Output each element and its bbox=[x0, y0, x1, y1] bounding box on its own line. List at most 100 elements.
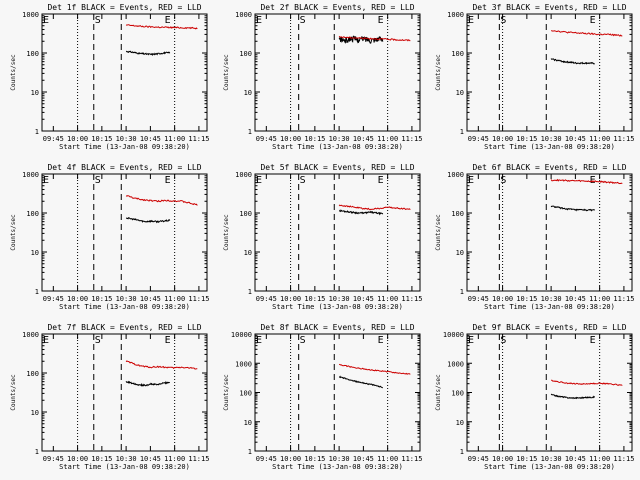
x-tick-label: 10:15 bbox=[304, 135, 325, 143]
marker-label-left: E bbox=[43, 175, 49, 186]
y-tick-label: 100 bbox=[451, 390, 464, 398]
series-events-line bbox=[550, 58, 595, 65]
y-tick-label: 1 bbox=[248, 448, 252, 456]
y-tick-label: 10 bbox=[31, 409, 39, 417]
panel-3: Det 3f BLACK = Events, RED = LLD 1 10 100 10… bbox=[435, 3, 634, 151]
plot-frame bbox=[254, 13, 421, 132]
y-tick-label: 100 bbox=[26, 50, 39, 58]
x-tick-label: 11:00 bbox=[377, 135, 398, 143]
y-axis-label: Counts/sec bbox=[10, 374, 17, 411]
x-tick-label: 11:00 bbox=[164, 295, 185, 303]
x-tick-label: 09:45 bbox=[256, 455, 277, 463]
x-tick-label: 10:30 bbox=[116, 295, 137, 303]
y-axis-label: Counts/sec bbox=[435, 54, 442, 91]
series-events-line bbox=[338, 375, 383, 389]
marker-label-start: S bbox=[95, 175, 101, 186]
x-tick-label: 10:00 bbox=[67, 295, 88, 303]
marker-label-start: S bbox=[300, 175, 306, 186]
y-tick-label: 1 bbox=[248, 128, 252, 136]
x-tick-label: 10:30 bbox=[329, 455, 350, 463]
series-events-line bbox=[550, 205, 596, 212]
marker-label-left: E bbox=[256, 175, 262, 186]
panel-title: Det 7f BLACK = Events, RED = LLD bbox=[47, 323, 201, 332]
x-axis-label: Start Time (13-Jan-08 09:38:20) bbox=[272, 463, 403, 471]
panel-title: Det 9f BLACK = Events, RED = LLD bbox=[472, 323, 626, 332]
marker-label-start: S bbox=[500, 335, 506, 346]
y-tick-label: 100 bbox=[239, 390, 252, 398]
y-axis-label: Counts/sec bbox=[223, 54, 230, 91]
y-tick-label: 1000 bbox=[235, 171, 252, 179]
plot-frame bbox=[466, 13, 633, 132]
y-tick-label: 1000 bbox=[235, 11, 252, 19]
series-lld-line bbox=[125, 24, 198, 30]
x-tick-label: 11:15 bbox=[188, 135, 209, 143]
plot-frame bbox=[254, 333, 421, 452]
y-tick-label: 1 bbox=[35, 448, 39, 456]
panel-2: Det 2f BLACK = Events, RED = LLD 1 10 100 10… bbox=[223, 3, 422, 151]
plot-frame bbox=[41, 333, 208, 452]
x-tick-label: 10:15 bbox=[516, 455, 537, 463]
panel-title: Det 3f BLACK = Events, RED = LLD bbox=[472, 3, 626, 12]
marker-label-end: E bbox=[165, 175, 171, 186]
x-tick-label: 09:45 bbox=[43, 295, 64, 303]
plot-frame bbox=[41, 173, 208, 292]
x-tick-label: 11:15 bbox=[401, 455, 422, 463]
panel-1: Det 1f BLACK = Events, RED = LLD 1 10 100 10… bbox=[10, 3, 209, 151]
marker-label-end: E bbox=[590, 175, 596, 186]
marker-label-start: S bbox=[300, 15, 306, 26]
x-tick-label: 10:30 bbox=[329, 295, 350, 303]
y-tick-label: 1000 bbox=[447, 11, 464, 19]
y-tick-label: 10 bbox=[456, 89, 464, 97]
panel-9: Det 9f BLACK = Events, RED = LLD 1 10 100 10… bbox=[435, 323, 634, 471]
y-tick-label: 1 bbox=[248, 288, 252, 296]
marker-label-left: E bbox=[256, 15, 262, 26]
y-tick-label: 100 bbox=[451, 50, 464, 58]
marker-label-left: E bbox=[468, 175, 474, 186]
y-tick-label: 1000 bbox=[22, 11, 39, 19]
series-events-line bbox=[338, 209, 384, 216]
x-tick-label: 09:45 bbox=[468, 455, 489, 463]
y-tick-label: 10 bbox=[244, 89, 252, 97]
y-tick-label: 100 bbox=[26, 210, 39, 218]
x-tick-label: 10:45 bbox=[565, 455, 586, 463]
x-tick-label: 10:00 bbox=[67, 135, 88, 143]
y-tick-label: 100 bbox=[26, 370, 39, 378]
marker-label-left: E bbox=[43, 15, 49, 26]
x-tick-label: 11:00 bbox=[589, 455, 610, 463]
x-tick-label: 10:45 bbox=[353, 135, 374, 143]
x-tick-label: 10:00 bbox=[280, 455, 301, 463]
x-tick-label: 10:30 bbox=[541, 135, 562, 143]
panel-7: Det 7f BLACK = Events, RED = LLD 1 10 100 10… bbox=[10, 323, 209, 471]
y-tick-label: 10 bbox=[244, 249, 252, 257]
series-lld-line bbox=[551, 379, 623, 386]
y-tick-label: 100 bbox=[239, 50, 252, 58]
x-tick-label: 10:30 bbox=[329, 135, 350, 143]
x-tick-label: 10:45 bbox=[565, 295, 586, 303]
x-tick-label: 09:45 bbox=[256, 295, 277, 303]
x-tick-label: 11:15 bbox=[401, 295, 422, 303]
x-tick-label: 10:15 bbox=[516, 135, 537, 143]
x-tick-label: 10:15 bbox=[516, 295, 537, 303]
plot-frame bbox=[466, 173, 633, 292]
series-events-line bbox=[125, 380, 170, 387]
series-lld-line bbox=[550, 178, 623, 185]
panel-title: Det 4f BLACK = Events, RED = LLD bbox=[47, 163, 201, 172]
marker-label-end: E bbox=[165, 335, 171, 346]
marker-label-left: E bbox=[43, 335, 49, 346]
x-axis-label: Start Time (13-Jan-08 09:38:20) bbox=[484, 143, 615, 151]
x-tick-label: 11:00 bbox=[377, 295, 398, 303]
marker-label-start: S bbox=[500, 15, 506, 26]
y-tick-label: 1 bbox=[35, 288, 39, 296]
x-tick-label: 11:15 bbox=[613, 295, 634, 303]
x-tick-label: 11:15 bbox=[188, 455, 209, 463]
y-axis-label: Counts/sec bbox=[223, 214, 230, 251]
x-tick-label: 10:30 bbox=[116, 455, 137, 463]
plot-frame bbox=[254, 173, 421, 292]
x-axis-label: Start Time (13-Jan-08 09:38:20) bbox=[272, 303, 403, 311]
x-tick-label: 10:00 bbox=[492, 135, 513, 143]
marker-label-end: E bbox=[590, 335, 596, 346]
x-axis-label: Start Time (13-Jan-08 09:38:20) bbox=[484, 463, 615, 471]
y-tick-label: 1 bbox=[35, 128, 39, 136]
x-axis-label: Start Time (13-Jan-08 09:38:20) bbox=[484, 303, 615, 311]
marker-label-left: E bbox=[468, 15, 474, 26]
